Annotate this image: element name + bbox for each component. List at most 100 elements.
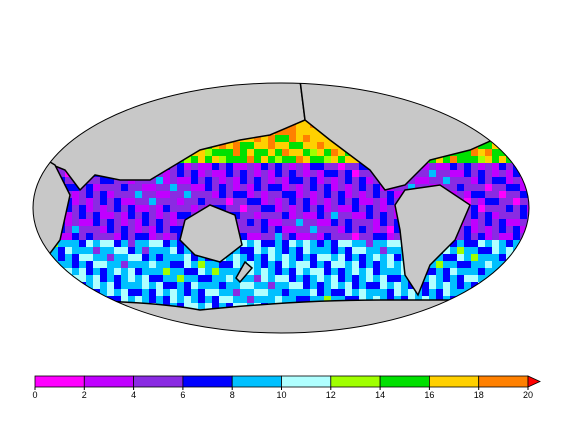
field-cell [240, 289, 247, 296]
field-cell [268, 268, 275, 275]
field-cell [261, 135, 268, 142]
field-cell [149, 226, 156, 233]
field-cell [373, 198, 380, 205]
field-cell [33, 303, 37, 310]
field-cell [72, 247, 79, 254]
field-cell [373, 289, 380, 296]
field-cell [72, 100, 79, 107]
field-cell [380, 289, 387, 296]
field-cell [135, 261, 142, 268]
field-cell [254, 163, 261, 170]
field-cell [79, 275, 86, 282]
field-cell [247, 212, 254, 219]
field-cell [128, 254, 135, 261]
field-cell [457, 170, 464, 177]
field-cell [191, 205, 198, 212]
field-cell [100, 303, 107, 310]
field-cell [310, 219, 317, 226]
field-cell [212, 163, 219, 170]
field-cell [401, 184, 408, 191]
field-cell [478, 296, 485, 303]
field-cell [79, 198, 86, 205]
field-cell [296, 268, 303, 275]
field-cell [268, 177, 275, 184]
field-cell [142, 219, 149, 226]
field-cell [58, 247, 65, 254]
field-cell [534, 261, 541, 268]
field-cell [121, 198, 128, 205]
field-cell [107, 268, 114, 275]
field-cell [296, 135, 303, 142]
field-cell [443, 184, 450, 191]
field-cell [51, 107, 58, 114]
field-cell [128, 289, 135, 296]
field-cell [303, 240, 310, 247]
colorbar-tick-label: 16 [424, 390, 434, 400]
field-cell [443, 163, 450, 170]
field-cell [135, 233, 142, 240]
field-cell [261, 275, 268, 282]
field-cell [492, 114, 499, 121]
field-cell [184, 191, 191, 198]
field-cell [303, 289, 310, 296]
field-cell [184, 170, 191, 177]
field-cell [37, 261, 44, 268]
field-cell [79, 240, 86, 247]
field-cell [296, 170, 303, 177]
field-cell [527, 212, 529, 219]
field-cell [254, 191, 261, 198]
field-cell [289, 226, 296, 233]
field-cell [163, 184, 170, 191]
field-cell [436, 254, 443, 261]
field-cell [387, 261, 394, 268]
field-cell [464, 261, 471, 268]
field-cell [317, 240, 324, 247]
field-cell [387, 212, 394, 219]
field-cell [240, 198, 247, 205]
field-cell [128, 184, 135, 191]
field-cell [72, 107, 79, 114]
field-cell [170, 254, 177, 261]
field-cell [324, 156, 331, 163]
field-cell [254, 149, 261, 156]
field-cell [86, 233, 93, 240]
field-cell [359, 163, 366, 170]
field-cell [121, 247, 128, 254]
field-cell [114, 100, 121, 107]
field-cell [338, 233, 345, 240]
field-cell [485, 212, 492, 219]
field-cell [205, 296, 212, 303]
field-cell [289, 240, 296, 247]
field-cell [86, 100, 93, 107]
field-cell [247, 142, 254, 149]
field-cell [450, 282, 457, 289]
field-cell [478, 156, 485, 163]
field-cell [163, 289, 170, 296]
field-cell [156, 296, 163, 303]
field-cell [352, 247, 359, 254]
colorbar-tick-label: 14 [375, 390, 385, 400]
field-cell [72, 240, 79, 247]
field-cell [44, 261, 51, 268]
field-cell [184, 303, 191, 310]
field-cell [93, 261, 100, 268]
field-cell [331, 212, 338, 219]
field-cell [471, 240, 478, 247]
field-cell [380, 198, 387, 205]
field-cell [135, 198, 142, 205]
field-cell [198, 163, 205, 170]
field-cell [534, 114, 541, 121]
colorbar-segment [34, 375, 85, 388]
field-cell [366, 219, 373, 226]
field-cell [86, 275, 93, 282]
field-cell [534, 282, 541, 289]
field-cell [170, 296, 177, 303]
field-cell [478, 149, 485, 156]
colorbar-segment [231, 375, 282, 388]
field-cell [506, 205, 513, 212]
field-cell [219, 170, 226, 177]
field-cell [275, 191, 282, 198]
field-cell [492, 128, 499, 135]
field-cell [149, 198, 156, 205]
field-cell [352, 170, 359, 177]
